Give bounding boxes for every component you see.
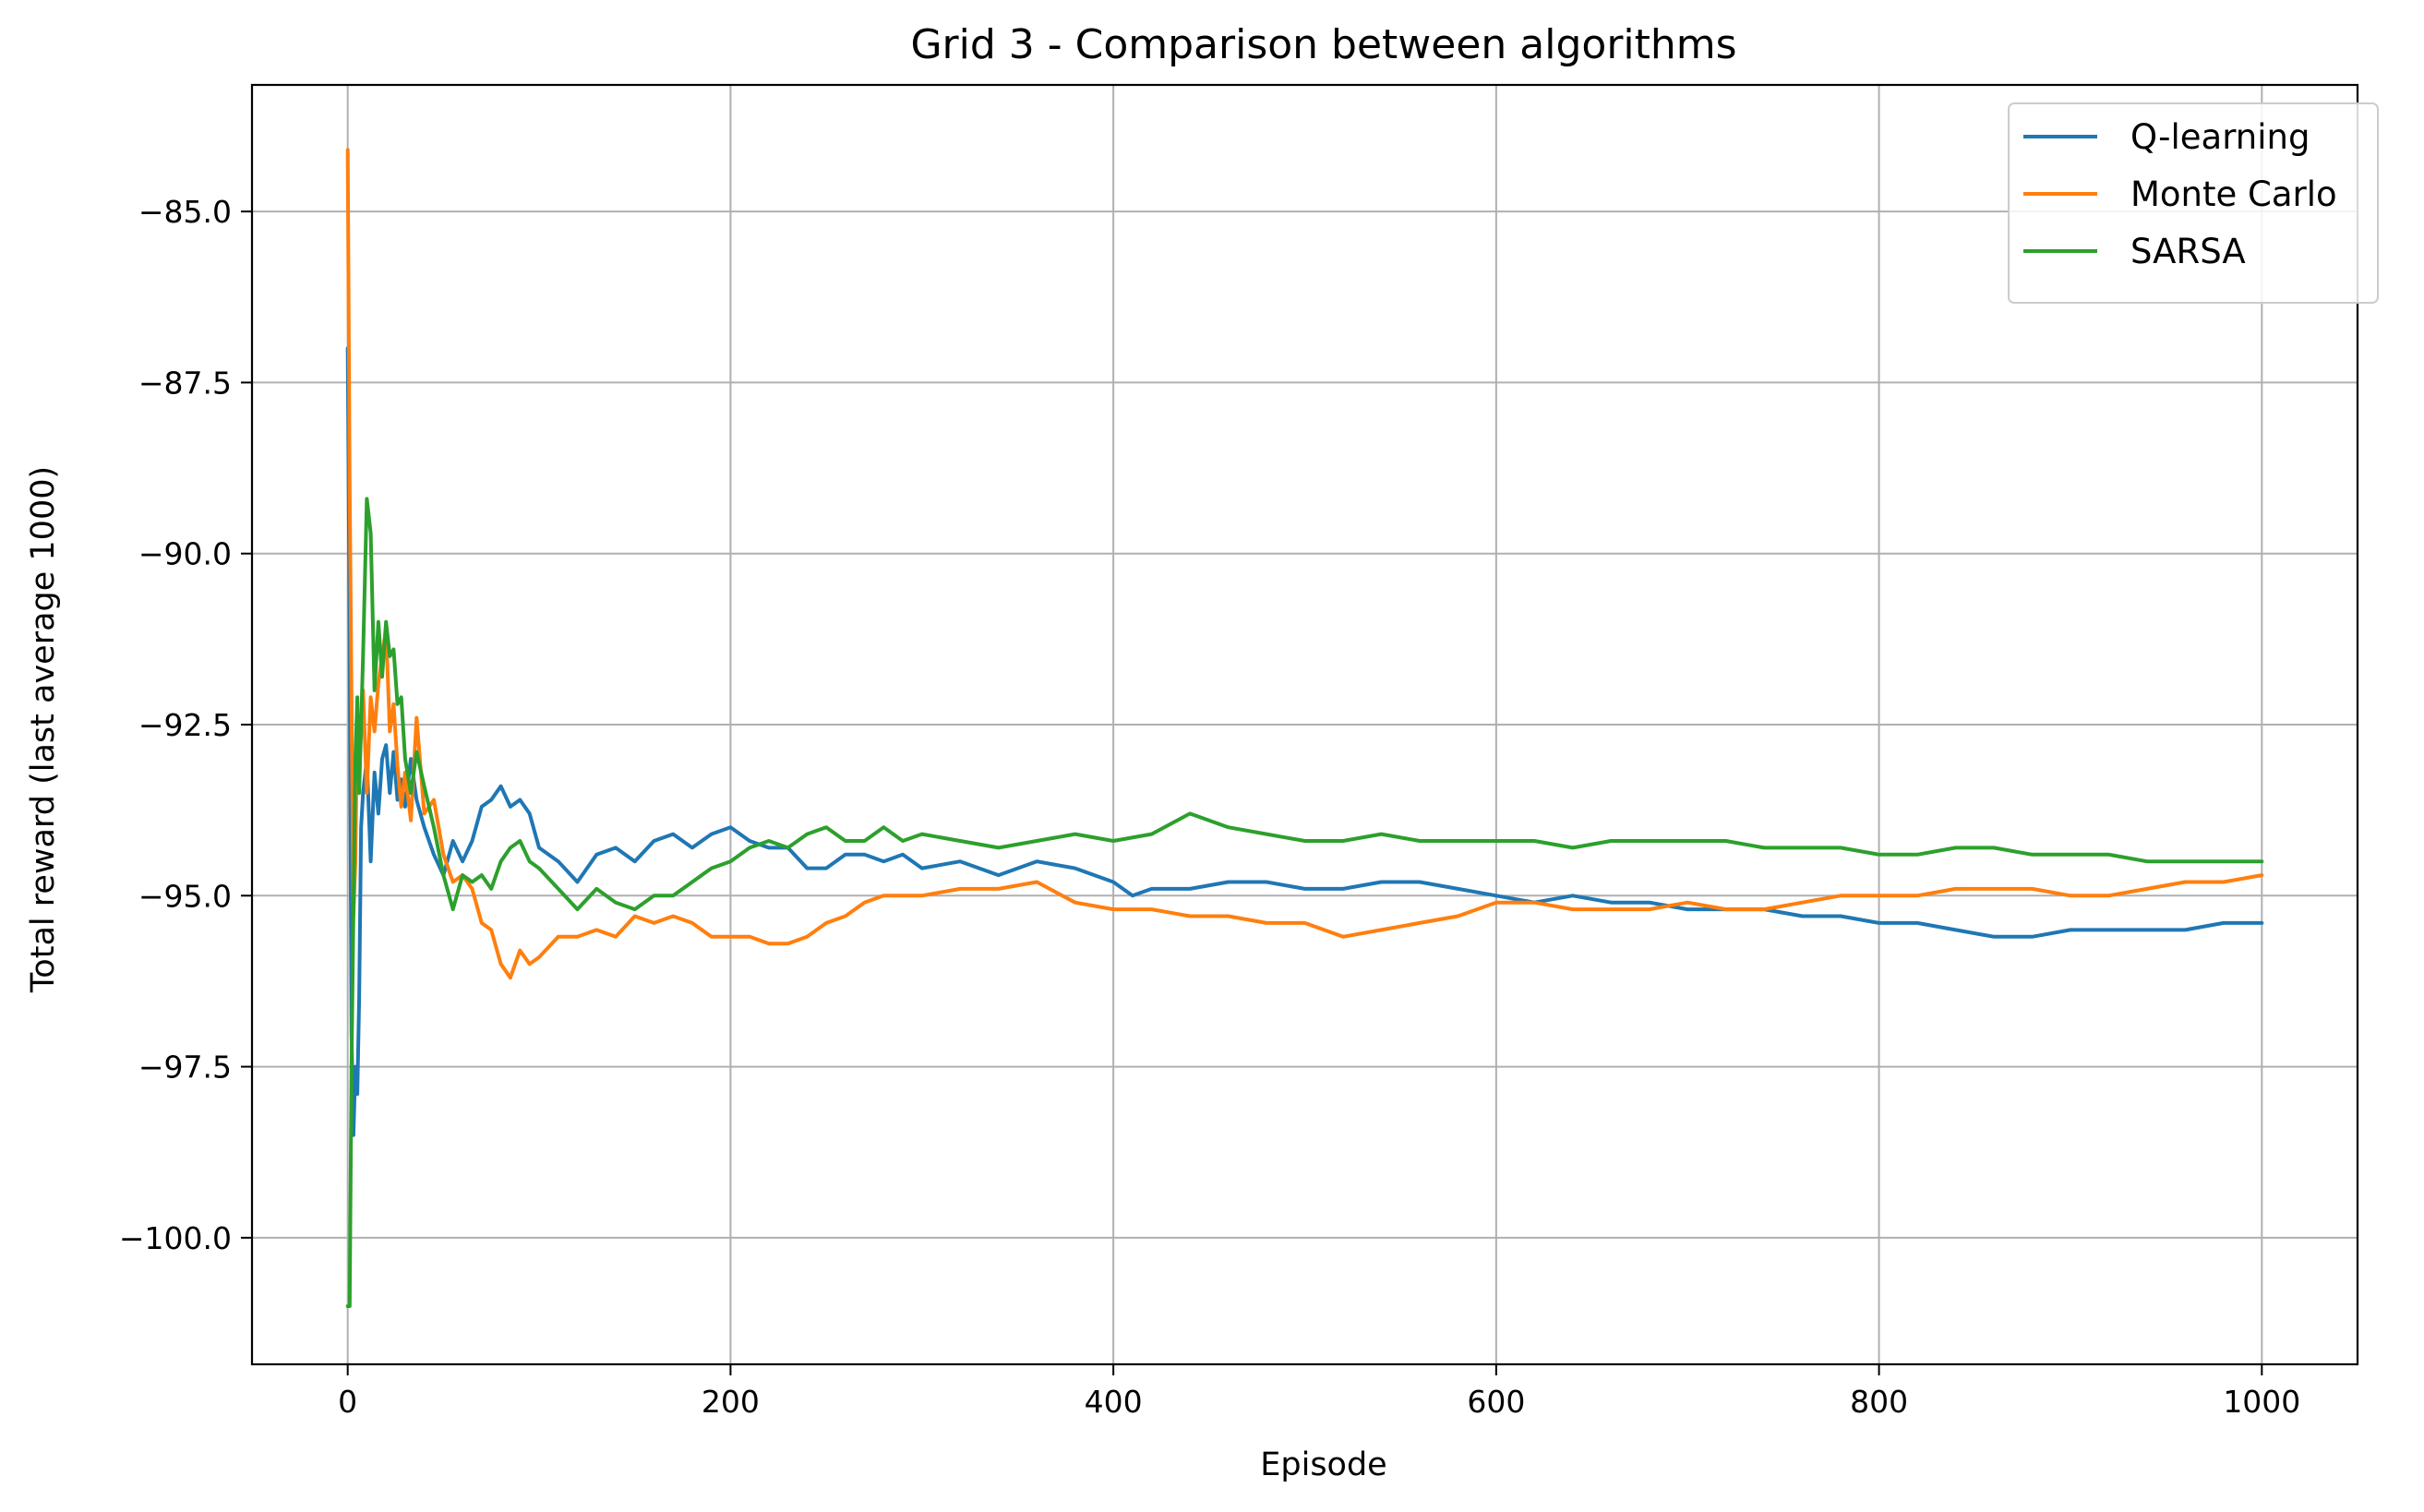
x-tick-label: 0 — [338, 1384, 357, 1420]
y-tick-label: −92.5 — [138, 707, 232, 743]
legend-label-monte-carlo: Monte Carlo — [2130, 174, 2337, 214]
legend-box — [2008, 102, 2379, 304]
series-line-q-learning — [345, 346, 2264, 1137]
legend-label-sarsa: SARSA — [2130, 232, 2246, 271]
ticks: 0 200 400 600 800 1000 −85.0 −87.5 −90.0 −92.5 −95… — [119, 194, 2300, 1420]
grid — [252, 85, 2358, 1364]
series-line-monte-carlo — [345, 148, 2264, 980]
x-tick-label: 600 — [1467, 1384, 1525, 1420]
x-axis-title: Episode — [1260, 1446, 1386, 1483]
y-tick-label: −100.0 — [119, 1220, 232, 1256]
y-tick-label: −97.5 — [138, 1050, 232, 1086]
y-tick-label: −87.5 — [138, 365, 232, 401]
y-tick-label: −90.0 — [138, 536, 232, 572]
legend: Q-learning Monte Carlo SARSA — [2008, 102, 2379, 304]
series-layer — [345, 148, 2264, 1308]
x-tick-label: 200 — [702, 1384, 760, 1420]
y-axis-title: Total reward (last average 1000) — [25, 466, 62, 993]
y-tick-label: −85.0 — [138, 194, 232, 230]
series-line-sarsa — [345, 497, 2264, 1308]
x-tick-label: 400 — [1085, 1384, 1143, 1420]
y-tick-label: −95.0 — [138, 878, 232, 914]
x-tick-label: 1000 — [2223, 1384, 2300, 1420]
x-tick-label: 800 — [1850, 1384, 1908, 1420]
legend-label-q-learning: Q-learning — [2130, 117, 2310, 157]
chart-title: Grid 3 - Comparison between algorithms — [910, 21, 1736, 68]
